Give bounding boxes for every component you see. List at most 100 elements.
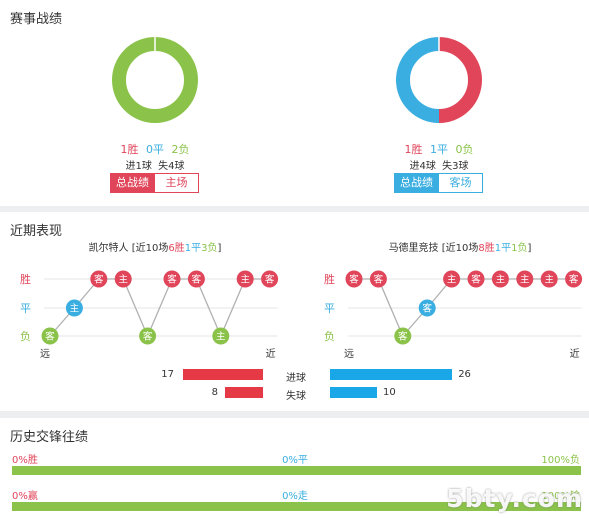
away-summary-prefix: [近10场: [441, 243, 479, 254]
h2h-draw-pct: 0%平: [282, 455, 308, 466]
home-scored-bar: [183, 369, 263, 380]
h2h-title: 历史交锋往绩: [10, 430, 89, 445]
away-form-point-7: [516, 270, 534, 288]
away-form-point-5: [467, 270, 485, 288]
home-form-point-9: [261, 270, 279, 288]
home-form-point-8: [236, 270, 254, 288]
home-form-venue-7: 主: [216, 331, 226, 343]
away-form-axis-near: 近: [570, 347, 580, 360]
home-form-point-0: [41, 327, 59, 345]
away-form-point-0: [345, 270, 363, 288]
home-form-point-5: [163, 270, 181, 288]
scored-label: 进球: [286, 373, 306, 384]
away-draws: 1平: [430, 143, 448, 156]
home-form-venue-4: 客: [143, 331, 153, 343]
h2h-result-bar: [12, 466, 581, 475]
home-form-summary: 凯尔特人 [近10场6胜1平3负]: [40, 239, 270, 254]
home-form-point-3: [114, 270, 132, 288]
away-form-point-2: [394, 327, 412, 345]
home-team-name: 凯尔特人: [88, 243, 129, 254]
home-form-venue-0: 客: [45, 331, 55, 343]
conceded-label: 失球: [286, 391, 306, 402]
away-form-point-9: [565, 270, 583, 288]
home-summary-draws: 1平: [184, 243, 202, 254]
home-scored-value: 17: [161, 369, 174, 380]
home-form-point-2: [90, 270, 108, 288]
away-losses: 0负: [455, 143, 474, 156]
home-form-point-6: [187, 270, 205, 288]
home-form-point-7: [212, 327, 230, 345]
away-form-venue-7: 主: [520, 274, 530, 286]
away-form-trend-line: [354, 278, 574, 338]
away-form-point-8: [540, 270, 558, 288]
away-record-counts: 1胜 1平 0负: [374, 141, 504, 157]
home-wins: 1胜: [120, 143, 139, 156]
h2h-win-pct: 0%胜: [12, 455, 38, 466]
home-form-venue-2: 客: [94, 274, 104, 286]
home-total-record-tab[interactable]: 总战绩: [110, 173, 155, 193]
home-record-counts: 1胜 0平 2负: [90, 141, 220, 157]
away-form-summary: 马德里竞技 [近10场8胜1平1负]: [330, 239, 589, 254]
away-summary-draws: 1平: [494, 243, 512, 254]
away-record-donut: [396, 37, 482, 123]
away-form-venue-3: 客: [422, 303, 432, 315]
home-losses: 2负: [171, 143, 190, 156]
away-form-point-4: [443, 270, 461, 288]
home-form-axis-draw: 平: [20, 302, 31, 315]
h2h-handicap-push-pct: 0%走: [282, 491, 308, 502]
home-conceded-bar: [225, 387, 263, 398]
away-form-axis-win: 胜: [324, 272, 335, 286]
home-summary-suffix: ]: [217, 243, 222, 254]
away-form-axis-loss: 负: [324, 329, 335, 343]
home-form-venue-6: 客: [192, 274, 202, 286]
away-form-venue-5: 客: [471, 274, 481, 286]
away-summary-losses: 1负: [511, 243, 528, 254]
home-summary-wins: 6胜: [168, 243, 185, 254]
h2h-result-fill: [12, 466, 581, 475]
away-team-name: 马德里竞技: [388, 243, 439, 254]
home-form-venue-3: 主: [118, 274, 128, 286]
h2h-handicap-loss-pct: 100%输: [541, 491, 580, 502]
home-form-venue-9: 客: [265, 274, 275, 286]
home-form-venue-1: 主: [70, 303, 80, 315]
away-form-point-6: [491, 270, 509, 288]
away-wins: 1胜: [404, 143, 423, 156]
away-form-venue-6: 主: [496, 274, 506, 286]
away-goals-summary: 进4球 失3球: [409, 161, 469, 172]
away-form-venue-8: 主: [544, 274, 554, 286]
h2h-handicap-win-pct: 0%赢: [12, 491, 38, 502]
recent-title: 近期表现: [10, 224, 63, 239]
away-form-venue-1: 客: [374, 274, 384, 286]
away-form-axis-draw: 平: [324, 302, 335, 315]
away-form-point-3: [418, 299, 436, 317]
head-to-head-panel: 历史交锋往绩 0%胜 0%平 100%负 0%赢 0%走 100%输 5bty.…: [0, 418, 589, 519]
home-form-chart: 胜平负远 近客主客 主客客 客主主客: [20, 270, 279, 360]
away-scored-value: 26: [458, 369, 471, 380]
form-charts: 胜平负远 近客主客 主客客 客主主客 胜平负远 近客 客客客主客主主主客: [20, 270, 583, 360]
away-form-venue-9: 客: [569, 274, 579, 286]
home-form-axis-near: 近: [266, 347, 276, 360]
away-donut-draw-slice: [396, 37, 440, 123]
away-summary-suffix: ]: [527, 243, 532, 254]
away-conceded-bar: [330, 387, 377, 398]
record-title: 赛事战绩: [10, 12, 63, 27]
away-venue-tab[interactable]: 客场: [438, 173, 483, 193]
home-conceded-value: 8: [211, 387, 218, 398]
home-form-venue-8: 主: [240, 274, 250, 286]
home-form-point-4: [139, 327, 157, 345]
away-form-point-1: [369, 270, 387, 288]
home-summary-losses: 3负: [201, 243, 218, 254]
home-form-axis-win: 胜: [20, 272, 31, 286]
away-scored-bar: [330, 369, 453, 380]
away-summary-wins: 8胜: [478, 243, 495, 254]
record-panel: 赛事战绩 1胜 0平 2负 进1球 失4球 总战绩 主场 1胜 1平 0负 进4…: [0, 0, 589, 206]
away-form-axis-far: 远: [344, 348, 354, 360]
h2h-loss-pct: 100%负: [541, 455, 580, 466]
away-conceded-value: 10: [383, 387, 396, 398]
h2h-handicap-bar: [12, 502, 581, 511]
home-form-point-1: [65, 299, 83, 317]
away-total-record-tab[interactable]: 总战绩: [394, 173, 439, 193]
home-summary-prefix: [近10场: [131, 243, 169, 254]
home-venue-tab[interactable]: 主场: [154, 173, 199, 193]
home-form-axis-loss: 负: [20, 329, 31, 343]
